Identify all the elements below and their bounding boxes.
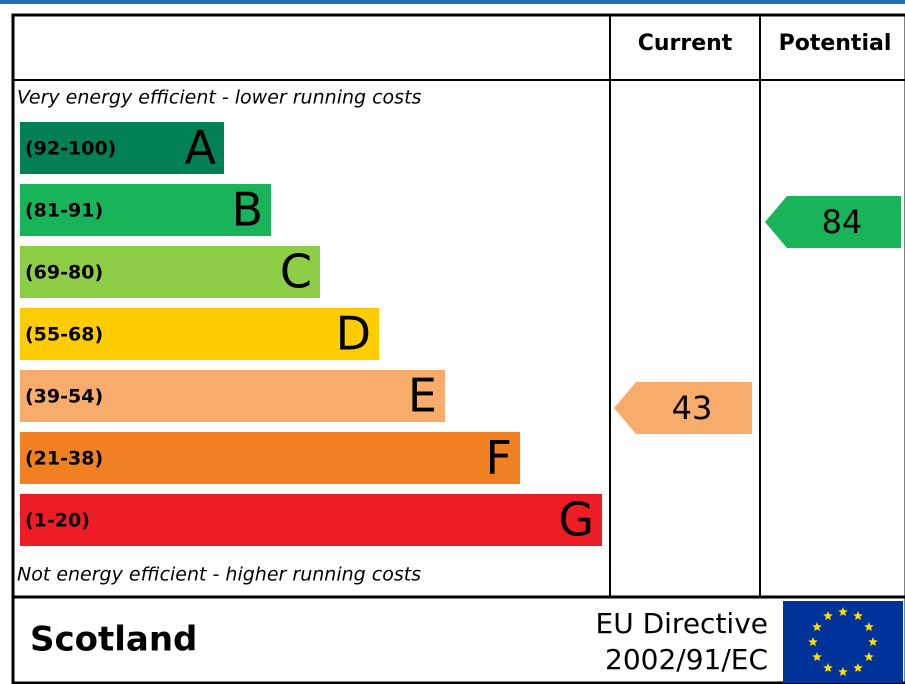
- band: [20, 184, 271, 236]
- potential-value: 84: [822, 203, 863, 241]
- frame: [11, 13, 905, 684]
- band-letter: F: [486, 431, 512, 485]
- band-letter: B: [231, 183, 263, 237]
- star: [812, 622, 822, 631]
- star: [853, 611, 863, 621]
- star: [853, 663, 863, 672]
- band-range: (1-20): [25, 510, 90, 532]
- top-note: Very energy efficient - lower running co…: [17, 87, 422, 109]
- potential-header: Potential: [779, 31, 892, 56]
- bottom-note: Not energy efficient - higher running co…: [17, 564, 421, 586]
- top-rule: [0, 0, 905, 4]
- current-arrow: [614, 382, 752, 434]
- band-range: (69-80): [25, 262, 103, 284]
- band-letter: G: [558, 493, 594, 547]
- band-letter: A: [185, 121, 217, 175]
- star: [838, 667, 848, 676]
- band-letter: E: [408, 369, 437, 423]
- current-value: 43: [672, 389, 713, 427]
- band: [20, 432, 520, 484]
- star: [868, 637, 878, 646]
- current-header: Current: [638, 31, 733, 56]
- eu-stars: [808, 607, 878, 676]
- band-range: (81-91): [25, 200, 103, 222]
- band: [20, 370, 445, 422]
- directive: EU Directive: [596, 607, 769, 640]
- star: [823, 663, 833, 672]
- band-range: (92-100): [25, 138, 116, 160]
- band: [20, 308, 379, 360]
- band-range: (55-68): [25, 324, 103, 346]
- band: [20, 494, 602, 546]
- band-letter: C: [280, 245, 312, 299]
- star: [864, 652, 874, 661]
- star: [812, 652, 822, 661]
- band: [20, 122, 224, 174]
- band-range: (39-54): [25, 386, 103, 408]
- potential-arrow: [765, 196, 901, 248]
- band-range: (21-38): [25, 448, 103, 470]
- directive-code: 2002/91/EC: [605, 643, 768, 676]
- band-letter: D: [336, 307, 371, 361]
- star: [864, 622, 874, 631]
- region: Scotland: [30, 620, 197, 660]
- star: [823, 611, 833, 621]
- star: [838, 607, 848, 616]
- star: [808, 637, 818, 646]
- band: [20, 246, 320, 298]
